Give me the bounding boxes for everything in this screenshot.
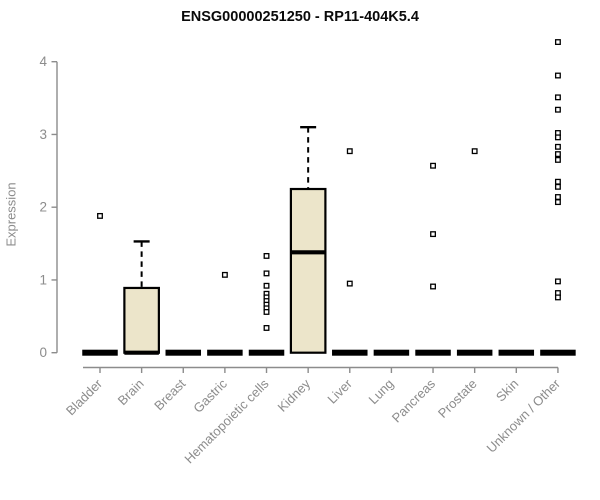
outlier-point [263, 309, 270, 315]
zero-median-bar [207, 349, 243, 356]
outlier-point [263, 252, 270, 259]
x-tick-label: Unknown / Other [483, 376, 563, 456]
y-tick-label: 0 [39, 345, 47, 360]
x-tick-label: Liver [324, 376, 355, 407]
outlier-point [554, 72, 561, 79]
x-tick-label: Kidney [275, 376, 314, 415]
x-tick-label: Breast [151, 376, 188, 413]
y-tick-label: 1 [39, 272, 47, 287]
x-tick-label: Pancreas [389, 376, 439, 426]
outlier-point [263, 325, 270, 331]
outlier-point [346, 148, 353, 155]
x-tick-label: Bladder [63, 376, 106, 419]
zero-median-bar [498, 349, 535, 356]
zero-median-bar [82, 349, 118, 356]
zero-median-bar [540, 349, 576, 356]
box-kidney [289, 187, 327, 354]
outlier-point [263, 270, 270, 277]
outlier-point [554, 178, 561, 185]
outlier-point [554, 199, 561, 206]
zero-median-bar [165, 349, 202, 356]
y-tick-label: 3 [39, 127, 47, 142]
outlier-point [554, 278, 561, 285]
outlier-point [97, 212, 103, 219]
outlier-point [554, 294, 561, 301]
x-tick-label: Skin [493, 376, 521, 404]
outlier-point [554, 151, 561, 158]
outlier-point [430, 162, 436, 169]
outlier-point [554, 106, 561, 113]
outlier-point [346, 280, 353, 287]
outlier-point [263, 282, 270, 289]
zero-median-bar [456, 349, 493, 356]
outlier-point [471, 148, 478, 155]
zero-median-bar [373, 349, 410, 356]
outlier-point [554, 156, 561, 163]
outlier-point [554, 39, 561, 46]
zero-median-bar [332, 349, 368, 356]
outlier-point [554, 183, 561, 190]
y-tick-label: 4 [39, 54, 47, 69]
x-tick-label: Prostate [435, 376, 480, 421]
outlier-point [554, 194, 561, 200]
x-tick-label: Gastric [190, 376, 230, 416]
chart-title: ENSG00000251250 - RP11-404K5.4 [181, 9, 419, 25]
box-brain [123, 286, 160, 354]
outlier-point [554, 143, 561, 150]
zero-median-bar [415, 349, 451, 356]
x-tick-label: Brain [115, 376, 147, 408]
zero-median-bar [248, 349, 285, 356]
outlier-point [430, 231, 436, 238]
y-tick-label: 2 [39, 200, 47, 215]
outlier-point [430, 283, 436, 290]
outlier-point [554, 94, 561, 101]
outlier-point [221, 271, 228, 278]
outlier-point [554, 134, 561, 141]
x-tick-label: Lung [365, 376, 396, 407]
